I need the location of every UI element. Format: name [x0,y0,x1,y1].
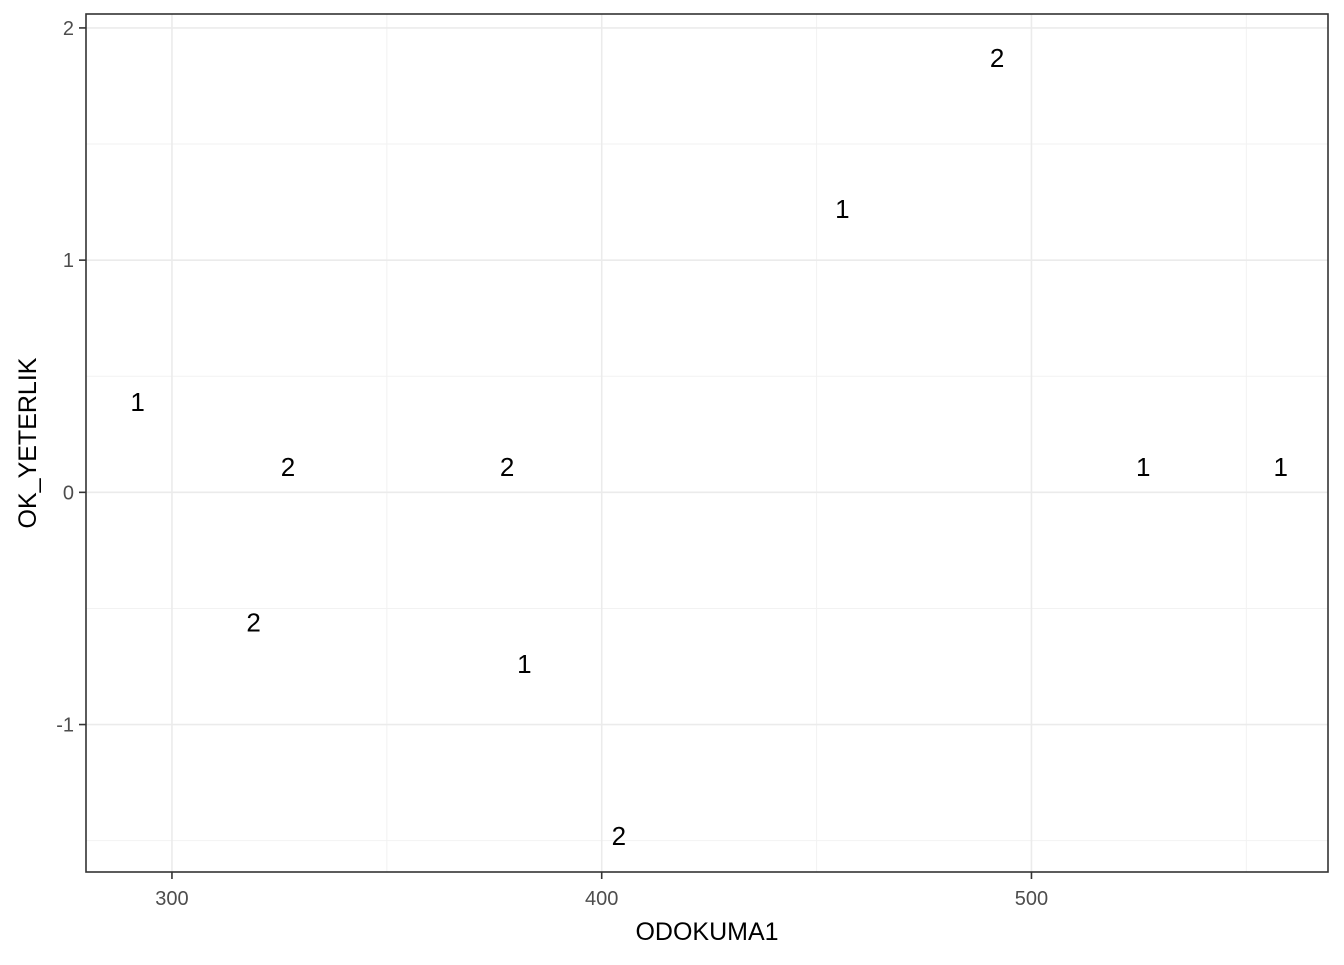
data-point-label: 1 [130,387,144,417]
panel-border [85,13,1329,873]
data-point-label: 2 [500,452,514,482]
x-tick-label: 500 [1015,888,1048,910]
data-point-label: 2 [246,607,260,637]
data-points: 1 2 2 2 1 2 1 2 1 1 [130,43,1288,851]
grid [86,14,1328,872]
data-point-label: 2 [281,452,295,482]
data-point-label: 1 [1273,452,1287,482]
y-tick-label: 2 [63,18,74,40]
data-point-label: 1 [835,194,849,224]
x-tick-label: 300 [155,888,188,910]
y-tick-label: 1 [63,250,74,272]
data-point-label: 2 [612,821,626,851]
y-tick-label: -1 [56,715,74,737]
data-point-label: 1 [517,649,531,679]
data-point-label: 1 [1136,452,1150,482]
y-tick-label: 0 [63,482,74,504]
data-point-label: 2 [990,43,1004,73]
y-axis-title: OK_YETERLIK [14,357,42,528]
x-tick-label: 400 [585,888,618,910]
x-axis-title: ODOKUMA1 [635,918,778,946]
axes: 300 400 500 -1 0 1 2 [56,18,1048,910]
